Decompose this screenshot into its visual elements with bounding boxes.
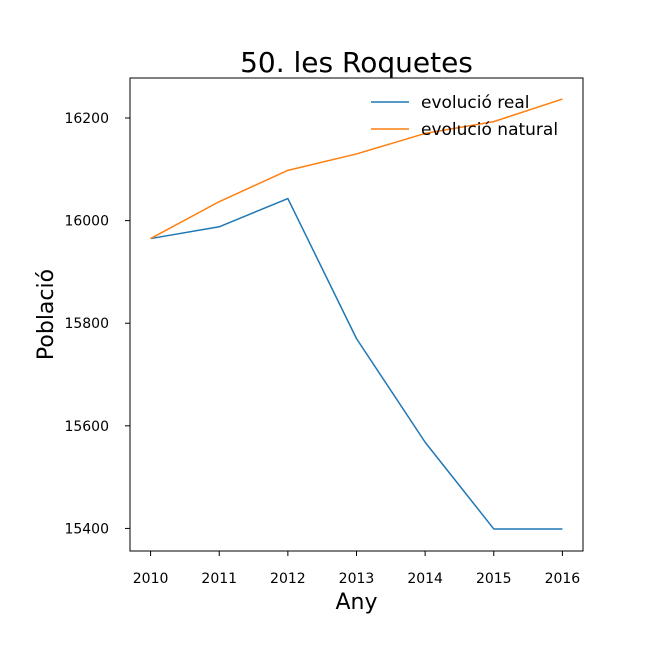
y-tick-label: 15800 (64, 316, 109, 332)
y-tick-label: 16200 (64, 111, 109, 127)
y-axis-label: Població (34, 269, 59, 360)
legend-label: evolució real (421, 93, 530, 113)
x-axis-label: Any (335, 590, 377, 615)
x-tick-label: 2012 (270, 571, 306, 587)
y-tick-label: 15600 (64, 419, 109, 435)
x-tick-label: 2016 (545, 571, 581, 587)
x-tick-label: 2011 (201, 571, 237, 587)
x-axis: 2010 2011 2012 2013 2014 2015 2016 (133, 551, 581, 587)
y-tick-label: 16000 (64, 214, 109, 230)
x-tick-label: 2014 (407, 571, 443, 587)
x-tick-label: 2015 (476, 571, 512, 587)
legend: evolució real evolució natural (371, 93, 558, 140)
legend-label: evolució natural (421, 120, 558, 140)
x-tick-label: 2013 (339, 571, 375, 587)
y-axis: 15400 15600 15800 16000 16200 (64, 111, 130, 537)
y-tick-label: 15400 (64, 521, 109, 537)
x-tick-label: 2010 (133, 571, 169, 587)
chart-title: 50. les Roquetes (240, 46, 473, 79)
series-layer (150, 98, 563, 530)
